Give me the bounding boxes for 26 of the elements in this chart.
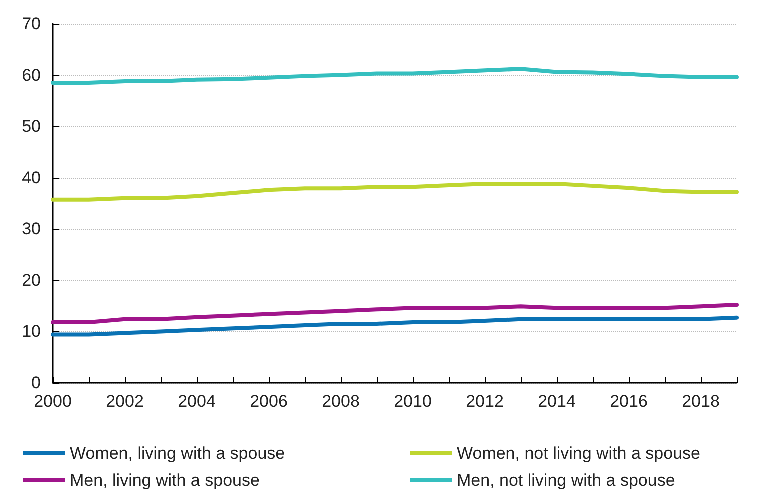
y-tick-label: 60 (22, 66, 41, 85)
x-tick-label: 2002 (106, 392, 144, 411)
x-tick-label: 2012 (466, 392, 504, 411)
x-tick-label: 2006 (250, 392, 288, 411)
line-series (51, 182, 739, 202)
x-tick-label: 2016 (610, 392, 648, 411)
line-series (51, 303, 739, 324)
y-tick-label: 0 (32, 374, 41, 392)
legend-label: Women, not living with a spouse (457, 444, 700, 463)
x-tick-label: 2008 (322, 392, 360, 411)
y-tick-label: 70 (22, 14, 41, 34)
x-tick-label: 2010 (394, 392, 432, 411)
x-tick-label: 2000 (34, 392, 72, 411)
x-tick-label: 2018 (682, 392, 720, 411)
y-tick-label: 40 (22, 168, 41, 188)
legend-label: Men, living with a spouse (70, 471, 260, 490)
line-series (51, 316, 739, 337)
x-tick-label: 2014 (538, 392, 576, 411)
legend-label: Men, not living with a spouse (457, 471, 676, 490)
line-series (51, 67, 739, 85)
y-tick-label: 50 (22, 117, 41, 136)
legend-label: Women, living with a spouse (70, 444, 286, 463)
y-tick-label: 30 (22, 220, 41, 239)
y-tick-label: 20 (22, 270, 41, 290)
x-tick-label: 2004 (178, 392, 216, 411)
y-tick-label: 10 (22, 322, 41, 342)
